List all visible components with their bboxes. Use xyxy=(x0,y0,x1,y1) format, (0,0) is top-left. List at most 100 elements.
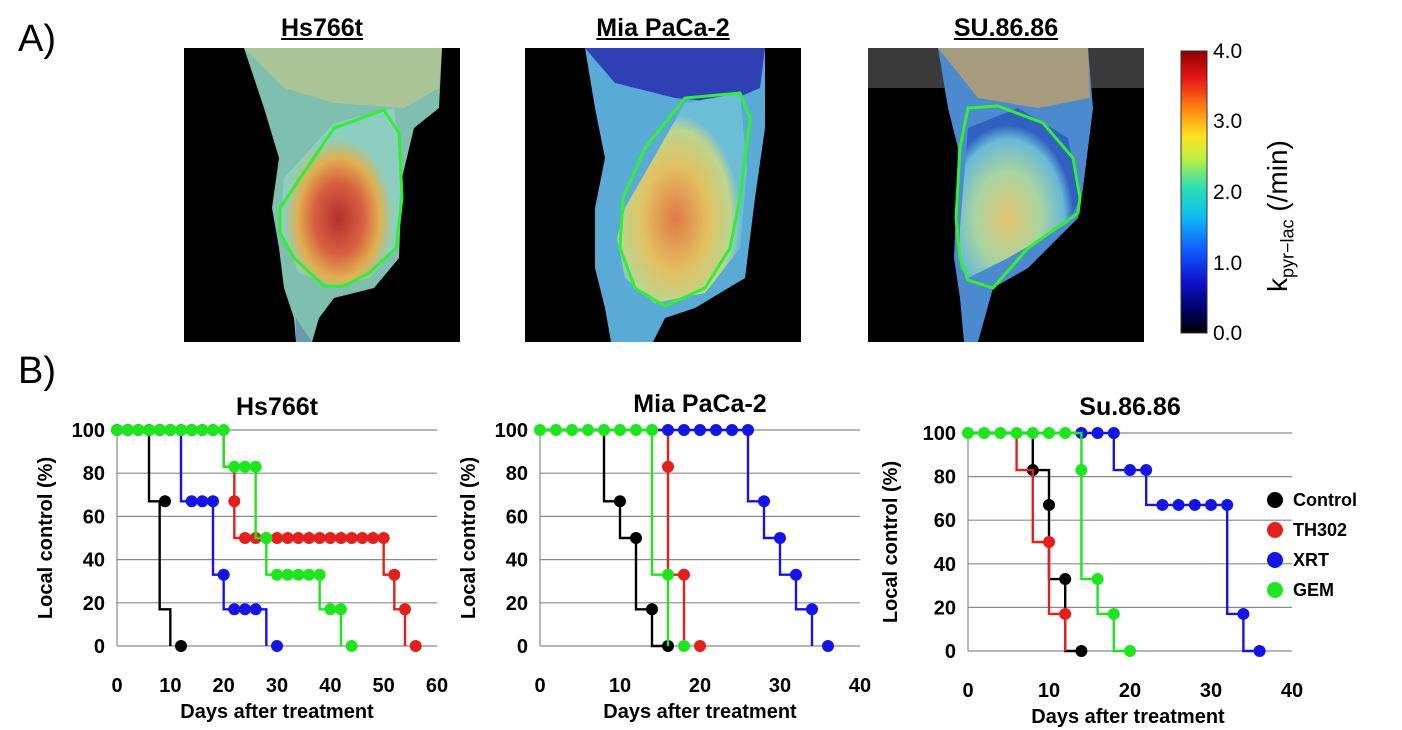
data-point-th302 xyxy=(335,532,347,544)
y-axis-label: Local control (%) xyxy=(458,457,480,619)
y-tick-label: 60 xyxy=(83,506,105,528)
x-tick-label: 10 xyxy=(609,675,631,697)
chart-title: Su.86.86 xyxy=(1079,393,1180,421)
data-point-xrt xyxy=(1188,498,1201,511)
data-point-gem xyxy=(217,424,230,436)
y-tick-label: 100 xyxy=(72,420,105,442)
data-point-control xyxy=(1043,498,1055,511)
x-tick-label: 40 xyxy=(849,675,871,697)
colorbar-tick-3: 3.0 xyxy=(1213,110,1243,133)
data-point-gem xyxy=(153,424,166,436)
data-point-th302 xyxy=(388,568,401,581)
data-point-xrt xyxy=(1124,464,1136,477)
legend-item-th302: TH302 xyxy=(1263,515,1357,545)
data-point-gem xyxy=(630,424,642,436)
data-point-th302 xyxy=(377,532,390,544)
series-line-xrt xyxy=(968,431,1260,653)
data-point-gem xyxy=(662,568,674,581)
data-point-gem xyxy=(614,424,626,436)
data-point-gem xyxy=(303,568,315,581)
y-axis-label: Local control (%) xyxy=(35,457,57,619)
y-tick-label: 80 xyxy=(934,467,956,489)
data-point-xrt xyxy=(822,640,834,652)
data-point-th302 xyxy=(356,532,369,544)
data-point-gem xyxy=(962,427,974,439)
y-tick-label: 0 xyxy=(94,636,105,658)
data-point-xrt xyxy=(228,603,241,616)
y-tick-label: 20 xyxy=(506,593,528,615)
data-point-th302 xyxy=(1059,607,1072,620)
y-tick-label: 0 xyxy=(517,636,528,658)
data-point-gem xyxy=(1043,427,1055,439)
data-point-gem xyxy=(249,460,262,473)
data-point-gem xyxy=(1124,645,1136,657)
data-point-gem xyxy=(1059,427,1072,439)
data-point-gem xyxy=(207,424,219,436)
data-point-xrt xyxy=(1172,498,1185,511)
data-point-gem xyxy=(550,424,562,436)
data-point-gem xyxy=(271,568,283,581)
data-point-th302 xyxy=(303,532,315,544)
x-axis-label: Days after treatment xyxy=(180,701,374,723)
y-tick-label: 60 xyxy=(934,510,956,532)
x-tick-label: 30 xyxy=(1200,680,1222,702)
x-tick-label: 40 xyxy=(319,675,341,697)
data-point-xrt xyxy=(774,532,786,544)
legend-marker-th302 xyxy=(1267,522,1283,538)
data-point-gem xyxy=(175,424,187,436)
data-point-gem xyxy=(1091,573,1104,586)
data-point-th302 xyxy=(409,640,422,652)
data-point-xrt xyxy=(758,495,770,508)
legend-marker-control xyxy=(1267,492,1283,508)
colorbar-tick-0: 0.0 xyxy=(1213,322,1243,345)
legend: Control TH302 XRT GEM xyxy=(1263,485,1357,605)
x-tick-label: 0 xyxy=(111,675,122,697)
data-point-gem xyxy=(164,424,177,436)
x-tick-label: 20 xyxy=(689,675,711,697)
data-point-xrt xyxy=(185,495,198,508)
data-point-gem xyxy=(1026,427,1039,439)
legend-marker-gem xyxy=(1267,582,1283,598)
data-point-control xyxy=(175,640,187,652)
kpl-map-hs766t xyxy=(184,48,460,342)
chart-title: Hs766t xyxy=(236,393,319,421)
x-tick-label: 20 xyxy=(213,675,235,697)
panel-a-label: A) xyxy=(18,18,56,60)
x-tick-label: 30 xyxy=(769,675,791,697)
data-point-gem xyxy=(678,640,690,652)
data-point-xrt xyxy=(196,495,209,508)
data-point-gem xyxy=(111,424,123,436)
data-point-th302 xyxy=(292,532,305,544)
data-point-xrt xyxy=(1140,464,1153,477)
data-point-xrt xyxy=(239,603,251,616)
image-title-miapaca2: Mia PaCa-2 xyxy=(596,14,730,42)
x-axis-label: Days after treatment xyxy=(603,701,797,723)
data-point-th302 xyxy=(662,460,674,473)
data-point-gem xyxy=(534,424,546,436)
legend-item-control: Control xyxy=(1263,485,1357,515)
colorbar xyxy=(1180,50,1208,334)
data-point-control xyxy=(159,495,171,508)
data-point-control xyxy=(1075,645,1088,657)
data-point-xrt xyxy=(710,424,722,436)
data-point-gem xyxy=(292,568,305,581)
data-point-xrt xyxy=(1156,498,1169,511)
data-point-xrt xyxy=(217,568,230,581)
data-point-th302 xyxy=(694,640,706,652)
data-point-gem xyxy=(1075,464,1088,477)
data-point-gem xyxy=(228,460,241,473)
data-point-gem xyxy=(978,427,991,439)
legend-label-gem: GEM xyxy=(1293,579,1335,600)
legend-label-xrt: XRT xyxy=(1293,549,1329,570)
legend-label-th302: TH302 xyxy=(1293,519,1348,540)
x-tick-label: 30 xyxy=(266,675,288,697)
data-point-gem xyxy=(994,427,1007,439)
data-point-th302 xyxy=(271,532,283,544)
y-tick-label: 20 xyxy=(83,593,105,615)
x-tick-label: 0 xyxy=(962,680,973,702)
legend-label-control: Control xyxy=(1293,489,1357,510)
x-tick-label: 10 xyxy=(1038,680,1060,702)
data-point-control xyxy=(614,495,626,508)
data-point-gem xyxy=(345,640,358,652)
data-point-th302 xyxy=(228,495,241,508)
